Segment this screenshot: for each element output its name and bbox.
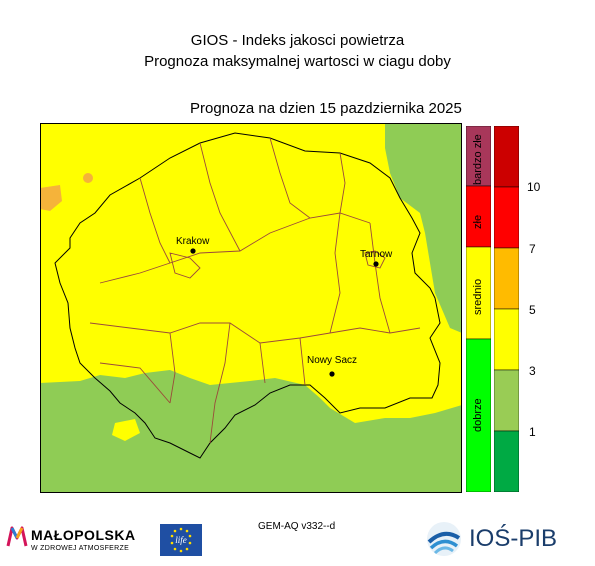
city-dot-krakow bbox=[190, 248, 196, 254]
county-borders bbox=[89, 137, 421, 444]
category-srednio bbox=[466, 246, 491, 340]
city-dot-tarnow bbox=[373, 261, 379, 267]
scale-label-1: 1 bbox=[529, 425, 536, 439]
ios-pib-logo-icon bbox=[427, 522, 461, 556]
scale-label-3: 3 bbox=[529, 364, 536, 378]
eu-life-logo: life bbox=[160, 524, 202, 556]
scale-band-4 bbox=[494, 308, 519, 371]
category-label-zle: złe bbox=[472, 214, 484, 229]
category-bardzo-zle bbox=[466, 126, 491, 187]
scale-band-2 bbox=[494, 186, 519, 249]
green-area-northeast bbox=[385, 123, 462, 333]
category-label-bardzo-zle: bardzo złe bbox=[472, 134, 484, 185]
scale-label-5: 5 bbox=[529, 303, 536, 317]
category-label-srednio: srednio bbox=[472, 278, 484, 315]
scale-band-3 bbox=[494, 247, 519, 310]
city-dot-nowy-sacz bbox=[329, 371, 335, 377]
orange-spot-west bbox=[40, 185, 62, 211]
malopolska-tagline: W ZDROWEJ ATMOSFERZE bbox=[31, 545, 130, 552]
scale-label-10: 10 bbox=[527, 180, 541, 194]
scale-label-7: 7 bbox=[529, 242, 536, 256]
category-zle bbox=[466, 185, 491, 248]
category-dobrze bbox=[466, 338, 491, 492]
svg-text:life: life bbox=[175, 535, 187, 545]
map-frame bbox=[40, 123, 462, 493]
city-label-krakow: Krakow bbox=[176, 236, 210, 247]
forecast-date: Prognoza na dzien 15 pazdziernika 2025 bbox=[190, 100, 462, 117]
city-label-nowy-sacz: Nowy Sacz bbox=[307, 355, 358, 366]
city-label-tarnow: Tarnow bbox=[360, 249, 393, 260]
orange-spot-small bbox=[83, 173, 93, 183]
ios-pib-logo-text: IOŚ-PIB bbox=[469, 525, 558, 552]
yellow-patch bbox=[112, 419, 140, 441]
malopolska-logo-text: MAŁOPOLSKA bbox=[31, 527, 136, 543]
air-quality-map bbox=[40, 123, 462, 493]
green-area-south bbox=[40, 370, 462, 493]
value-scale bbox=[494, 126, 519, 492]
scale-band-1 bbox=[494, 126, 519, 188]
malopolska-logo-icon bbox=[6, 526, 28, 547]
category-label-dobrze: dobrze bbox=[472, 398, 484, 432]
category-legend bbox=[466, 126, 491, 492]
map-title: GIOS - Indeks jakosci powietrza bbox=[190, 32, 405, 49]
region-border bbox=[54, 132, 441, 459]
model-version: GEM-AQ v332--d bbox=[258, 521, 336, 532]
map-subtitle: Prognoza maksymalnej wartosci w ciagu do… bbox=[144, 53, 451, 70]
scale-band-6 bbox=[494, 430, 519, 492]
scale-band-5 bbox=[494, 369, 519, 432]
